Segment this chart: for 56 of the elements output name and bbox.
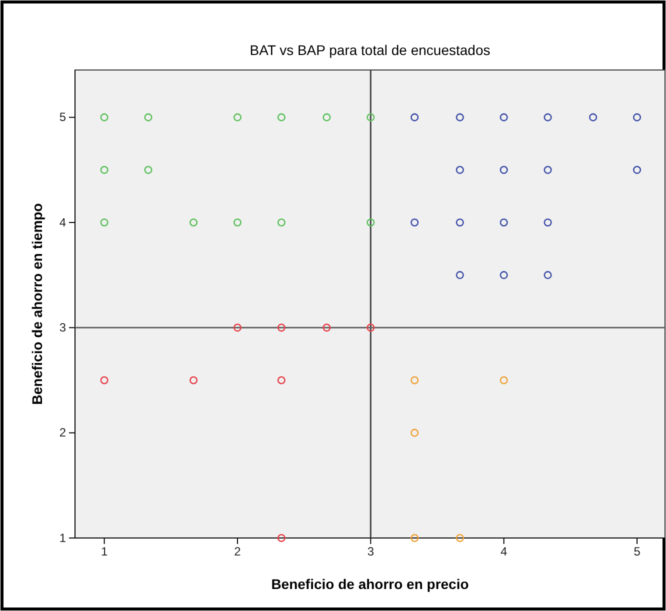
point	[456, 534, 464, 542]
point	[100, 218, 108, 227]
point	[100, 166, 108, 174]
point	[410, 428, 419, 437]
y-axis-title: Beneficio de ahorro en tiempo	[29, 203, 45, 405]
point	[410, 113, 419, 122]
point	[456, 166, 464, 174]
point	[500, 271, 508, 280]
point	[277, 113, 286, 122]
point	[366, 324, 375, 332]
point	[500, 218, 508, 227]
point	[233, 218, 242, 227]
point	[277, 324, 286, 332]
point	[544, 271, 552, 280]
x-tick-label: 1	[100, 544, 108, 559]
point	[277, 534, 286, 542]
point	[322, 113, 331, 122]
point	[500, 166, 508, 174]
point	[544, 166, 552, 174]
point	[456, 271, 464, 280]
y-tick-label: 1	[59, 530, 66, 545]
point	[500, 376, 508, 384]
point	[100, 113, 108, 122]
point	[190, 218, 198, 227]
point	[366, 113, 375, 122]
point	[544, 218, 552, 227]
point	[456, 113, 464, 122]
point	[632, 166, 642, 174]
y-tick-label: 5	[59, 110, 66, 124]
point	[366, 218, 375, 227]
point	[144, 166, 152, 174]
point	[277, 218, 286, 227]
x-axis-title: Beneficio de ahorro en precio	[271, 576, 469, 592]
point	[233, 113, 242, 122]
point	[190, 376, 198, 384]
point	[322, 324, 331, 332]
y-tick-label: 4	[59, 215, 66, 230]
x-tick-label: 5	[634, 544, 641, 559]
point	[544, 113, 552, 122]
x-tick-label: 3	[367, 544, 374, 559]
point	[100, 376, 108, 384]
point	[233, 324, 242, 332]
x-tick-label: 2	[234, 544, 242, 559]
y-tick-label: 2	[59, 426, 66, 440]
chart-title: BAT vs BAP para total de encuestados	[250, 42, 490, 58]
point	[500, 113, 508, 122]
y-tick-label: 3	[59, 320, 66, 335]
point	[410, 218, 419, 227]
point	[632, 113, 642, 122]
point	[410, 534, 419, 542]
point	[589, 113, 598, 122]
point	[277, 376, 286, 384]
point	[456, 218, 464, 227]
x-tick-label: 4	[500, 544, 508, 559]
point	[144, 113, 152, 122]
point	[410, 376, 419, 384]
